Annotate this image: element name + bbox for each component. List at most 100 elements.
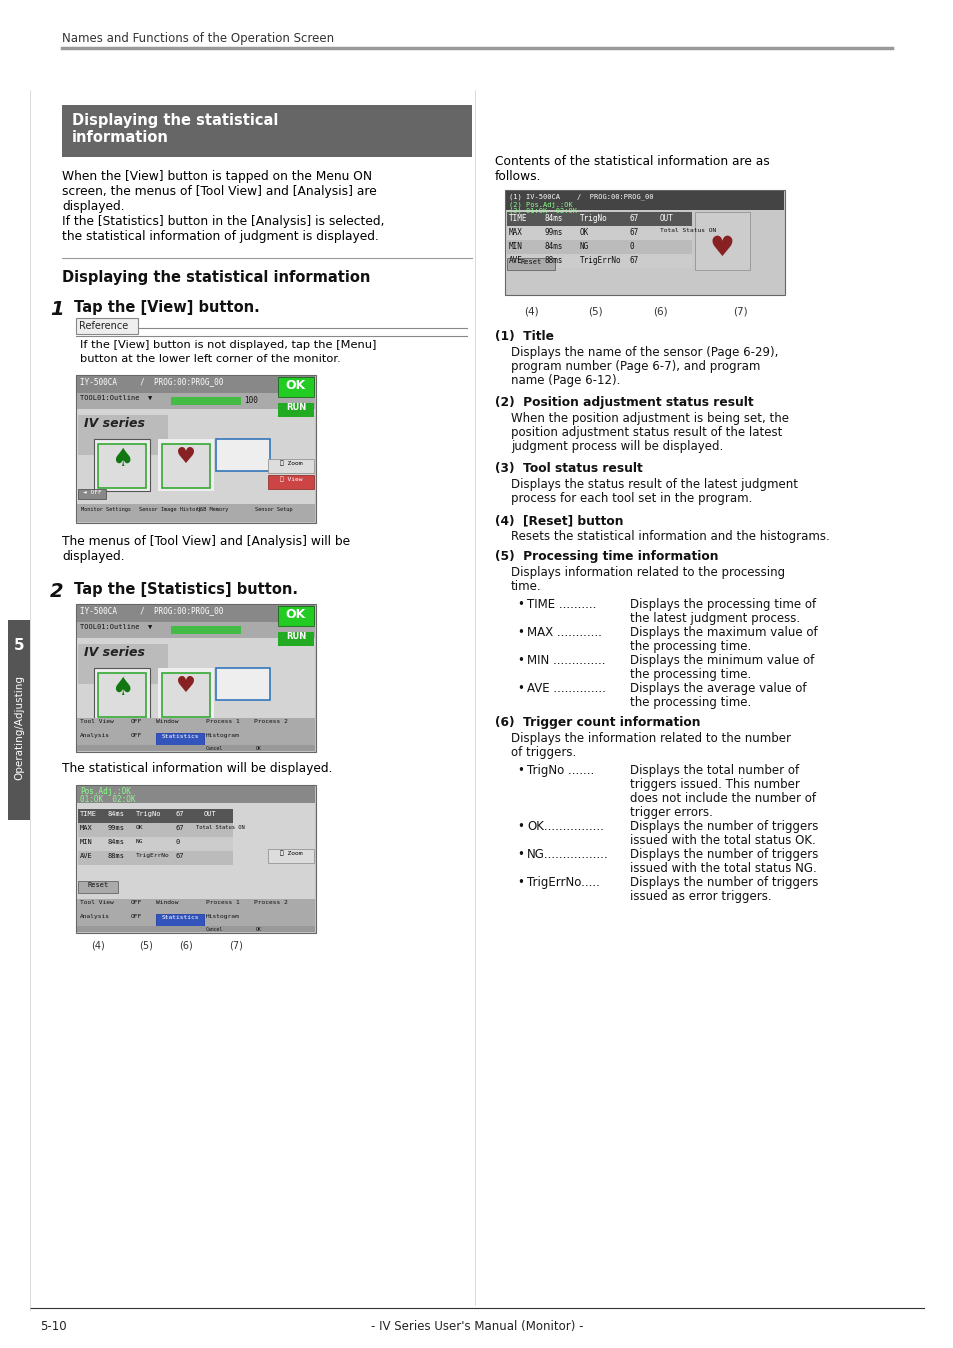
Text: 67: 67 xyxy=(629,228,639,237)
Text: (2) Pos.Adj.:OK: (2) Pos.Adj.:OK xyxy=(509,201,572,208)
Text: Statistics: Statistics xyxy=(161,915,198,919)
Text: Histogram: Histogram xyxy=(206,914,239,919)
Text: (6)  Trigger count information: (6) Trigger count information xyxy=(495,716,700,729)
Text: •: • xyxy=(517,682,523,696)
Text: OK: OK xyxy=(136,825,143,830)
Text: 100: 100 xyxy=(244,396,257,404)
Bar xyxy=(78,644,168,683)
Text: OK: OK xyxy=(579,228,589,237)
Text: MAX: MAX xyxy=(509,228,522,237)
Bar xyxy=(77,605,314,621)
Text: name (Page 6-12).: name (Page 6-12). xyxy=(511,373,619,387)
Text: ♥: ♥ xyxy=(175,448,195,466)
Text: Displays information related to the processing: Displays information related to the proc… xyxy=(511,566,784,580)
Text: the processing time.: the processing time. xyxy=(629,669,750,681)
Bar xyxy=(156,914,204,926)
Bar xyxy=(77,786,314,931)
Bar xyxy=(506,257,555,270)
Text: •: • xyxy=(517,848,523,861)
Bar xyxy=(277,377,314,398)
Bar xyxy=(78,824,233,837)
Text: Tool View: Tool View xyxy=(80,900,113,905)
Text: IY-500CA     /  PROG:00:PROG_00: IY-500CA / PROG:00:PROG_00 xyxy=(80,607,223,615)
Bar xyxy=(78,809,233,824)
Text: Process 2: Process 2 xyxy=(253,900,288,905)
Bar xyxy=(77,732,314,745)
Bar xyxy=(277,607,314,625)
Bar xyxy=(77,899,314,913)
Text: OK: OK xyxy=(255,745,261,751)
Text: (3) 01:OK  02:OK: (3) 01:OK 02:OK xyxy=(509,208,577,214)
Bar xyxy=(94,669,150,720)
Text: TrigNo .......: TrigNo ....... xyxy=(526,764,594,776)
Bar xyxy=(504,190,784,295)
Bar xyxy=(98,443,146,488)
Text: Displaying the statistical information: Displaying the statistical information xyxy=(62,270,370,284)
Text: 5-10: 5-10 xyxy=(40,1320,67,1333)
Text: Process 1: Process 1 xyxy=(206,900,239,905)
Text: Histogram: Histogram xyxy=(206,733,239,737)
Text: OFF: OFF xyxy=(131,733,142,737)
Text: MAX ............: MAX ............ xyxy=(526,625,601,639)
Text: 📷 View: 📷 View xyxy=(279,476,302,481)
Text: issued as error triggers.: issued as error triggers. xyxy=(629,890,771,903)
Bar xyxy=(77,376,314,394)
Text: Reset: Reset xyxy=(519,259,541,266)
Bar xyxy=(77,621,314,638)
Text: (1)  Title: (1) Title xyxy=(495,330,554,342)
Text: Window: Window xyxy=(156,900,178,905)
Text: (6): (6) xyxy=(652,307,666,317)
Bar xyxy=(505,191,783,210)
Text: issued with the total status OK.: issued with the total status OK. xyxy=(629,834,815,847)
Text: (4): (4) xyxy=(91,940,105,950)
Text: 67: 67 xyxy=(175,811,184,817)
Text: Cancel: Cancel xyxy=(206,745,223,751)
Bar xyxy=(76,318,138,334)
Bar xyxy=(98,673,146,717)
Bar xyxy=(158,669,213,720)
Bar xyxy=(268,460,314,473)
Text: When the position adjustment is being set, the: When the position adjustment is being se… xyxy=(511,412,788,425)
Bar xyxy=(77,605,314,751)
Text: (4): (4) xyxy=(523,307,537,317)
Text: displayed.: displayed. xyxy=(62,200,125,213)
Text: time.: time. xyxy=(511,580,541,593)
Bar xyxy=(171,625,241,634)
Text: TrigErrNo: TrigErrNo xyxy=(136,853,170,857)
Text: TOOL01:Outline  ▼: TOOL01:Outline ▼ xyxy=(80,395,152,400)
Text: NG.................: NG................. xyxy=(526,848,608,861)
Text: 1: 1 xyxy=(50,301,64,319)
Text: 88ms: 88ms xyxy=(544,256,563,266)
Text: Cancel: Cancel xyxy=(206,927,223,931)
Text: •: • xyxy=(517,876,523,888)
Bar xyxy=(77,745,314,751)
Text: TOOL01:Outline  ▼: TOOL01:Outline ▼ xyxy=(80,624,152,630)
Text: OK: OK xyxy=(255,927,261,931)
Text: MAX: MAX xyxy=(80,825,92,830)
Text: (1) IV-500CA    /  PROG:00:PROG_00: (1) IV-500CA / PROG:00:PROG_00 xyxy=(509,193,653,200)
Text: •: • xyxy=(517,764,523,776)
Text: of triggers.: of triggers. xyxy=(511,745,576,759)
Text: OUT: OUT xyxy=(204,811,216,817)
Text: 84ms: 84ms xyxy=(544,243,563,251)
Text: does not include the number of: does not include the number of xyxy=(629,793,815,805)
Text: judgment process will be displayed.: judgment process will be displayed. xyxy=(511,439,722,453)
Text: MIN: MIN xyxy=(80,838,92,845)
Text: TrigErrNo.....: TrigErrNo..... xyxy=(526,876,599,888)
Text: Reference: Reference xyxy=(79,321,128,332)
Bar xyxy=(171,398,241,404)
Text: Analysis: Analysis xyxy=(80,914,110,919)
Text: Total Status ON: Total Status ON xyxy=(195,825,245,830)
Bar xyxy=(162,673,210,717)
Text: the processing time.: the processing time. xyxy=(629,640,750,652)
Text: 99ms: 99ms xyxy=(108,825,125,830)
Text: •: • xyxy=(517,654,523,667)
Text: ◄ OFF: ◄ OFF xyxy=(83,491,101,495)
Text: When the [View] button is tapped on the Menu ON: When the [View] button is tapped on the … xyxy=(62,170,372,183)
Text: the latest judgment process.: the latest judgment process. xyxy=(629,612,800,625)
Text: Displays the name of the sensor (Page 6-29),: Displays the name of the sensor (Page 6-… xyxy=(511,346,778,359)
Bar xyxy=(162,443,210,488)
Text: 84ms: 84ms xyxy=(108,838,125,845)
Text: issued with the total status NG.: issued with the total status NG. xyxy=(629,861,816,875)
Text: RUN: RUN xyxy=(286,632,306,642)
